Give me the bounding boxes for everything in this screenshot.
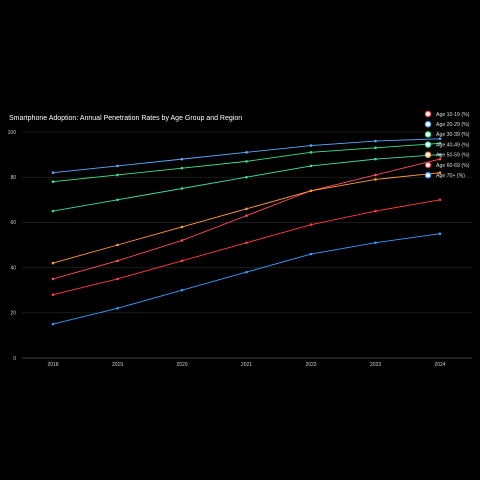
- data-point: [438, 157, 442, 161]
- data-point: [51, 277, 55, 281]
- legend-marker: [424, 110, 432, 118]
- legend-label: Age 40-49 (%): [436, 142, 470, 148]
- y-tick-label: 80: [10, 175, 16, 181]
- data-point: [438, 137, 442, 141]
- data-point: [309, 189, 313, 193]
- legend-item: Age 60-69 (%): [424, 161, 470, 169]
- series-3: [51, 153, 442, 213]
- data-point: [116, 164, 119, 168]
- legend-label: Age 10-19 (%): [436, 112, 470, 118]
- x-tick-label: 2023: [370, 362, 381, 368]
- data-point: [309, 164, 313, 168]
- series-5: [51, 198, 442, 297]
- data-point: [180, 157, 184, 161]
- y-tick-label: 20: [10, 311, 16, 317]
- data-point: [438, 153, 442, 156]
- data-point: [116, 243, 119, 247]
- data-point: [309, 252, 313, 256]
- series-line: [52, 172, 441, 264]
- x-tick-label: 2022: [305, 362, 316, 368]
- y-tick-label: 40: [10, 265, 16, 271]
- data-point: [374, 241, 377, 245]
- legend-marker: [424, 151, 432, 159]
- legend-item: Age 50-59 (%): [424, 151, 470, 159]
- data-point: [438, 198, 442, 202]
- data-point: [51, 180, 55, 184]
- series-6: [51, 232, 442, 326]
- legend-item: Age 20-29 (%): [424, 120, 470, 128]
- x-tick-label: 2021: [241, 362, 252, 368]
- data-point: [116, 173, 119, 177]
- series-line: [52, 138, 441, 174]
- legend-marker: [424, 161, 432, 169]
- data-point: [116, 306, 119, 310]
- legend-item: Age 10-19 (%): [424, 110, 470, 118]
- data-point: [180, 288, 184, 292]
- series-2: [51, 142, 442, 184]
- legend-item: Age 70+ (%): [424, 171, 465, 179]
- y-tick-label: 100: [8, 130, 17, 136]
- series-4: [51, 171, 442, 265]
- data-point: [51, 293, 55, 297]
- x-tick-label: 2020: [176, 362, 187, 368]
- data-point: [51, 261, 55, 265]
- data-point: [245, 241, 248, 245]
- data-point: [309, 151, 313, 154]
- data-point: [438, 142, 442, 145]
- data-point: [374, 157, 377, 161]
- data-point: [51, 209, 55, 213]
- data-point: [180, 239, 184, 242]
- legend-label: Age 20-29 (%): [436, 122, 470, 128]
- data-point: [309, 144, 313, 147]
- data-point: [374, 209, 377, 213]
- legend-label: Age 50-59 (%): [436, 153, 470, 159]
- x-tick-label: 2018: [47, 362, 58, 368]
- data-point: [374, 146, 377, 150]
- legend-label: Age 60-69 (%): [436, 163, 470, 169]
- legend-marker: [424, 171, 432, 179]
- data-point: [438, 232, 442, 235]
- legend-label: Age 70+ (%): [436, 173, 465, 179]
- data-point: [309, 223, 313, 226]
- y-tick-label: 60: [10, 220, 16, 226]
- data-point: [374, 178, 377, 181]
- data-point: [245, 151, 248, 154]
- axes: 0 20 40 60 80 100 2018 2019 2020 2021 2022 2023 2024: [8, 130, 472, 368]
- data-point: [180, 259, 184, 263]
- data-point: [245, 214, 248, 217]
- legend-item: Age 30-39 (%): [424, 131, 470, 138]
- x-tick-label: 2024: [434, 362, 445, 368]
- x-tick-label: 2019: [112, 362, 123, 368]
- legend-marker: [424, 131, 432, 138]
- chart-title: Smartphone Adoption: Annual Penetration …: [9, 115, 242, 122]
- data-point: [180, 225, 184, 229]
- data-point: [180, 187, 184, 190]
- series-lines: [51, 137, 442, 326]
- data-point: [374, 139, 377, 143]
- data-point: [116, 259, 119, 263]
- legend-marker: [424, 141, 432, 148]
- data-point: [116, 198, 119, 202]
- series-1: [51, 137, 442, 174]
- legend-marker: [424, 120, 432, 128]
- data-point: [245, 207, 248, 211]
- y-tick-label: 0: [13, 356, 16, 362]
- data-point: [374, 173, 377, 177]
- data-point: [438, 171, 442, 174]
- data-point: [245, 160, 248, 163]
- data-point: [51, 171, 55, 174]
- series-line: [52, 154, 441, 212]
- legend-label: Age 30-39 (%): [436, 132, 470, 138]
- legend: Age 10-19 (%) Age 20-29 (%) Age 30-39 (%) A…: [424, 110, 470, 179]
- data-point: [51, 322, 55, 326]
- legend-item: Age 40-49 (%): [424, 141, 470, 148]
- data-point: [180, 166, 184, 170]
- data-point: [116, 277, 119, 281]
- data-point: [245, 175, 248, 179]
- data-point: [245, 270, 248, 274]
